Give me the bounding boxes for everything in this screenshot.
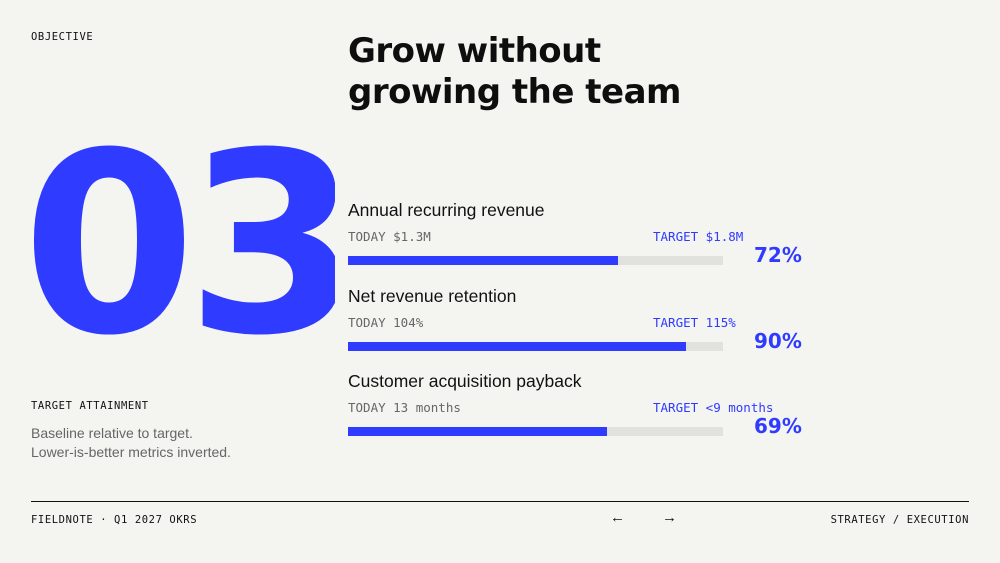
metric-name: Customer acquisition payback — [348, 371, 582, 391]
metric-target-value: TARGET <9 months — [653, 400, 774, 415]
progress-fill — [348, 342, 686, 351]
attainment-note-line-1: Baseline relative to target. — [31, 425, 193, 441]
footer-divider — [31, 501, 969, 502]
attainment-label: TARGET ATTAINMENT — [31, 400, 149, 412]
metric-percent: 69% — [754, 414, 802, 438]
metric-nrr: Net revenue retention TODAY 104% TARGET … — [348, 286, 808, 366]
attainment-note: Baseline relative to target. Lower-is-be… — [31, 424, 331, 462]
metric-today-value: TODAY 104% — [348, 315, 424, 330]
progress-track — [348, 256, 723, 265]
arrow-left-icon[interactable]: ← — [610, 509, 625, 526]
metric-percent: 90% — [754, 329, 802, 353]
footer-deck-label: FIELDNOTE · Q1 2027 OKRS — [31, 514, 198, 526]
metric-cac-payback: Customer acquisition payback TODAY 13 mo… — [348, 371, 808, 451]
progress-fill — [348, 256, 618, 265]
metric-today-value: TODAY 13 months — [348, 400, 461, 415]
metric-arr: Annual recurring revenue TODAY $1.3M TAR… — [348, 200, 808, 280]
metric-target-value: TARGET $1.8M — [653, 229, 744, 244]
progress-track — [348, 427, 723, 436]
headline-line-2: growing the team — [348, 72, 681, 112]
objective-number: 03 — [22, 120, 335, 370]
headline-line-1: Grow without — [348, 31, 601, 71]
page-title: Grow without growing the team — [348, 31, 681, 113]
progress-fill — [348, 427, 607, 436]
progress-track — [348, 342, 723, 351]
footer-section-label: STRATEGY / EXECUTION — [830, 514, 969, 526]
metric-target-value: TARGET 115% — [653, 315, 736, 330]
attainment-note-line-2: Lower-is-better metrics inverted. — [31, 444, 231, 460]
arrow-right-icon[interactable]: → — [662, 509, 677, 526]
metric-percent: 72% — [754, 243, 802, 267]
metric-name: Net revenue retention — [348, 286, 517, 306]
objective-eyebrow: OBJECTIVE — [31, 31, 94, 43]
metric-today-value: TODAY $1.3M — [348, 229, 431, 244]
metric-name: Annual recurring revenue — [348, 200, 545, 220]
